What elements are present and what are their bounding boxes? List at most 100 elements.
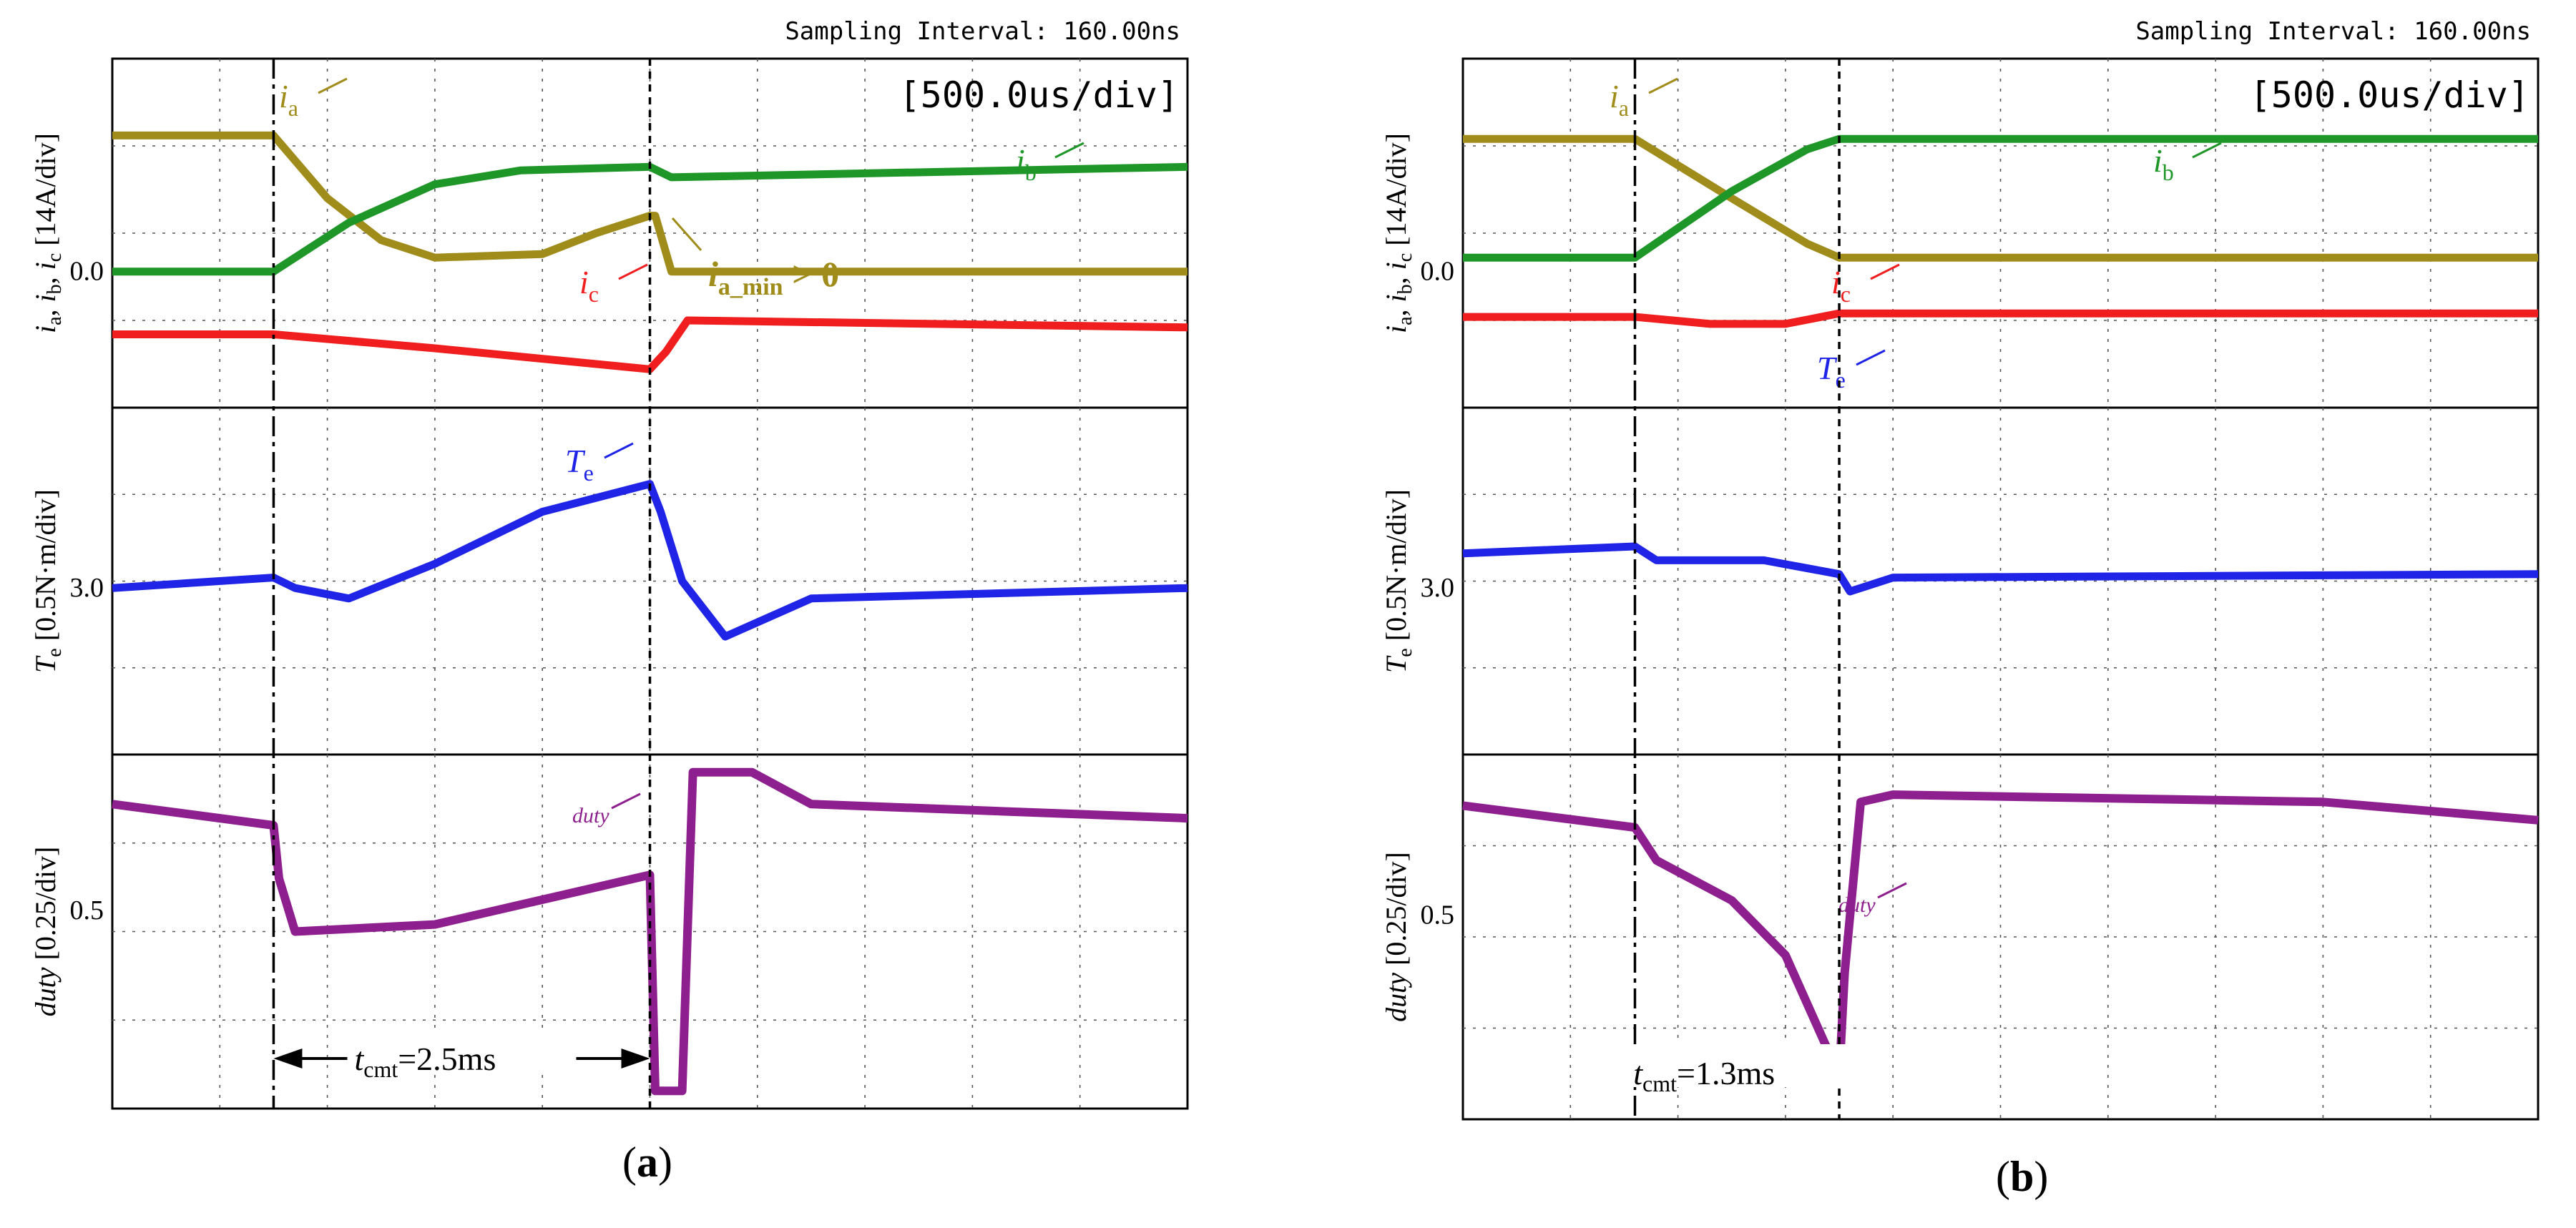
y-axis-sub: a	[44, 316, 66, 325]
y-axis-sub: a	[1394, 316, 1416, 325]
annotation-var: i	[1016, 142, 1025, 179]
y-axis-label: Te [0.5N·m/div]	[29, 489, 66, 673]
annotation-var: i	[579, 264, 589, 300]
trace-Te	[1462, 542, 2539, 596]
annotation-sub: e	[1836, 367, 1846, 393]
reference-label: 3.0	[70, 573, 104, 603]
annotation-arrow	[618, 263, 648, 280]
reference-label: 0.0	[1421, 257, 1455, 287]
y-axis-sub: c	[44, 253, 66, 262]
tcmt-label-bg	[347, 1030, 577, 1073]
panel-label-letter: a	[637, 1139, 658, 1186]
y-axis-sub: e	[44, 648, 66, 657]
annotation-tail: > 0	[783, 254, 840, 294]
annotation-sub: b	[1025, 159, 1037, 185]
annotation-c: ic	[579, 264, 599, 307]
reference-label: 0.5	[1421, 900, 1455, 930]
panel-label: (b)	[1996, 1153, 2048, 1200]
annotation-b: ib	[1016, 142, 1037, 185]
y-axis-sep	[1380, 246, 1412, 253]
panel-label-paren: (	[622, 1139, 637, 1186]
trace-Te	[112, 480, 1188, 641]
panel-label-paren: )	[658, 1139, 672, 1186]
annotation-var: T	[565, 443, 586, 479]
tcmt-label: tcmt=2.5ms	[354, 1041, 496, 1082]
y-axis-sep: ,	[29, 302, 62, 316]
annotation-duty: duty	[1838, 893, 1876, 917]
y-axis-sep	[29, 246, 62, 253]
y-axis-unit: [0.5N·m/div]	[29, 489, 62, 641]
trace-ic	[1463, 309, 2538, 328]
tcmt-var: t	[1633, 1055, 1643, 1091]
tcmt-label-bg	[1626, 1044, 1848, 1087]
reference-label: 0.5	[70, 895, 104, 925]
annotation-arrow	[671, 217, 702, 251]
tcmt-value: =1.3ms	[1677, 1055, 1775, 1091]
annotation-c: ic	[1831, 264, 1851, 307]
tcmt-sub: cmt	[363, 1056, 398, 1082]
y-axis-label: ia, ib, ic [14A/div]	[1380, 133, 1416, 333]
timebase-label: [500.0us/div]	[899, 74, 1179, 116]
annotation-arrow	[1877, 882, 1907, 899]
annotation-sub: c	[589, 281, 599, 307]
y-axis-label: ia, ib, ic [14A/div]	[29, 133, 66, 333]
y-axis-sub: e	[1394, 648, 1416, 657]
annotation-sub: b	[2163, 159, 2174, 185]
y-axis-sub: b	[1394, 284, 1416, 294]
panel-label: (a)	[622, 1139, 672, 1186]
y-axis-unit: [0.25/div]	[1380, 852, 1412, 966]
tcmt-label: tcmt=1.3ms	[1633, 1055, 1775, 1096]
sampling-interval-label: Sampling Interval: 160.00ns	[2135, 17, 2531, 46]
section-torque: 3.0Te [0.5N·m/div]Te	[1380, 349, 2539, 755]
annotation-a: ia	[279, 78, 298, 121]
panel-b: Sampling Interval: 160.00ns 0.0 ia, ib, ic…	[1380, 17, 2540, 1200]
annotation-sub: e	[584, 460, 594, 486]
annotation-sub: a	[288, 95, 298, 121]
annotation-arrow	[2192, 142, 2222, 159]
annotation-arrow	[1870, 263, 1900, 280]
y-axis-label: Te [0.5N·m/div]	[1380, 489, 1416, 673]
annotation-e: Te	[565, 443, 594, 486]
y-axis-label: duty [0.25/div]	[1380, 852, 1412, 1022]
y-axis-var: duty	[1380, 973, 1412, 1022]
y-axis-sep: ,	[1380, 302, 1412, 316]
y-axis-sep: ,	[1380, 270, 1412, 284]
y-axis-unit: [0.5N·m/div]	[1380, 489, 1412, 641]
tcmt-var: t	[354, 1041, 364, 1077]
panel-label-paren: )	[2034, 1153, 2048, 1200]
annotation-duty: duty	[572, 804, 609, 827]
annotation-sub: c	[1841, 281, 1851, 307]
y-axis-var: i	[29, 325, 62, 333]
tcmt-arrowhead-left	[273, 1048, 303, 1069]
annotation-var: i	[279, 78, 288, 114]
y-axis-sep	[1380, 966, 1412, 973]
trace-duty	[112, 767, 1188, 1096]
tcmt-sub: cmt	[1642, 1071, 1677, 1096]
tcmt-value: =2.5ms	[398, 1041, 496, 1077]
annotation-arrow	[604, 442, 634, 459]
y-axis-var: i	[1380, 325, 1412, 333]
annotation-var: duty	[1838, 893, 1876, 917]
y-axis-var: T	[29, 655, 62, 673]
trace-ia	[1463, 134, 2538, 262]
y-axis-unit: [14A/div]	[29, 133, 62, 246]
annotation-var: duty	[572, 804, 609, 827]
annotation-sub: a_min	[718, 274, 783, 300]
y-axis-sub: c	[1394, 253, 1416, 262]
reference-label: 3.0	[1421, 573, 1455, 603]
y-axis-var: duty	[29, 967, 62, 1016]
annotation-b: ib	[2153, 142, 2174, 185]
y-axis-sep	[29, 961, 62, 968]
trace-ib	[112, 162, 1188, 276]
y-axis-unit: [14A/div]	[1380, 133, 1412, 246]
trace-ia	[112, 131, 1187, 276]
panel-label-letter: b	[2010, 1153, 2034, 1200]
tcmt-arrowhead-right	[621, 1048, 650, 1069]
timebase-label: [500.0us/div]	[2250, 74, 2530, 116]
